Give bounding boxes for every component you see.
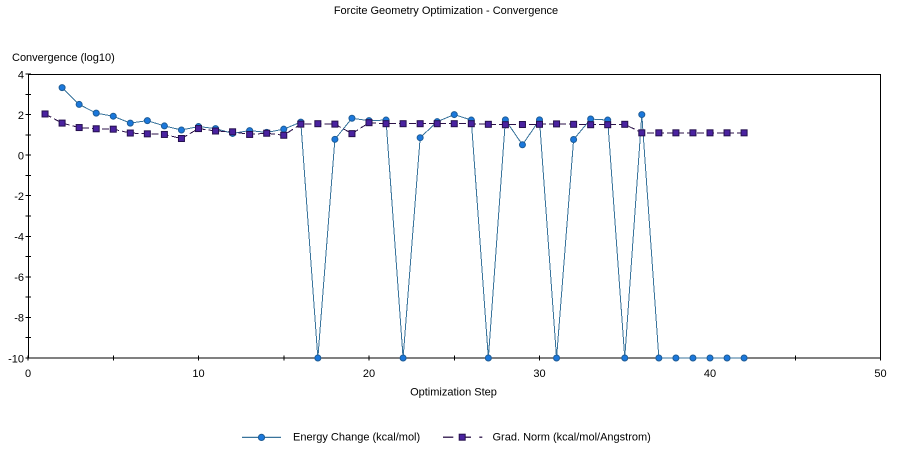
svg-text:Convergence (log10): Convergence (log10): [12, 52, 115, 64]
svg-text:-8: -8: [14, 313, 24, 325]
svg-text:-6: -6: [14, 272, 24, 284]
svg-text:0: 0: [25, 368, 31, 380]
svg-text:Energy Change (kcal/mol): Energy Change (kcal/mol): [293, 432, 420, 444]
svg-text:-10: -10: [8, 353, 24, 365]
svg-text:30: 30: [533, 368, 545, 380]
svg-text:-2: -2: [14, 191, 24, 203]
svg-text:Optimization Step: Optimization Step: [410, 387, 497, 399]
svg-text:Grad. Norm (kcal/mol/Angstrom): Grad. Norm (kcal/mol/Angstrom): [493, 432, 651, 444]
svg-text:Forcite Geometry Optimization: Forcite Geometry Optimization - Converge…: [334, 5, 558, 17]
svg-text:50: 50: [874, 368, 886, 380]
svg-text:4: 4: [18, 69, 24, 81]
svg-text:20: 20: [363, 368, 375, 380]
svg-text:0: 0: [18, 150, 24, 162]
svg-text:-4: -4: [14, 232, 24, 244]
svg-text:40: 40: [704, 368, 716, 380]
svg-text:2: 2: [18, 110, 24, 122]
svg-text:10: 10: [192, 368, 204, 380]
